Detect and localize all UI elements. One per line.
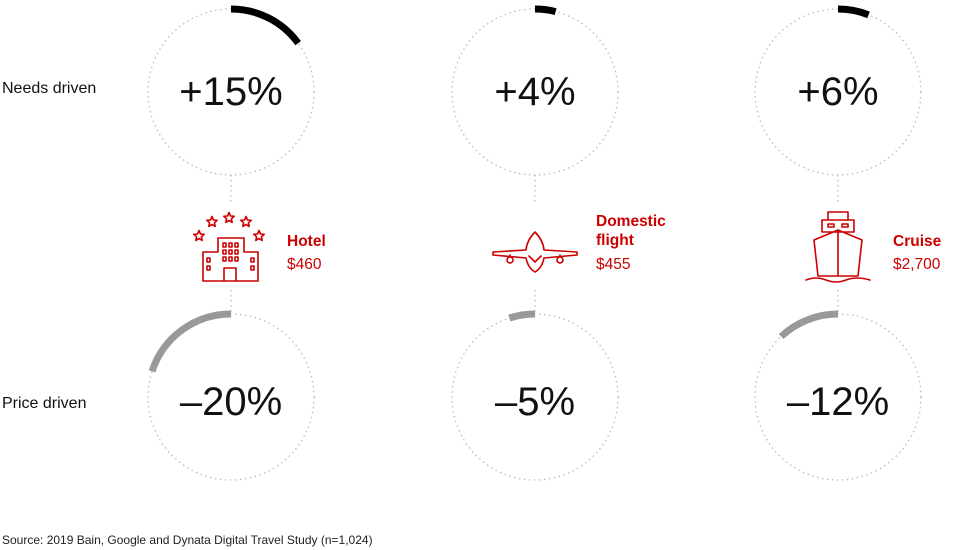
- price-arc-hotel: [148, 310, 232, 373]
- source-note: Source: 2019 Bain, Google and Dynata Dig…: [2, 533, 373, 547]
- category-name-cruise: Cruise: [893, 233, 942, 250]
- row-label-needs: Needs driven: [2, 80, 97, 97]
- needs-value-cruise: +6%: [797, 70, 879, 114]
- category-name-flight: Domestic flight: [596, 212, 666, 250]
- category-price-cruise: $2,700: [893, 256, 941, 273]
- category-price-flight: $455: [596, 256, 631, 273]
- category-name-flight-line2: flight: [596, 232, 634, 249]
- price-value-cruise: –12%: [786, 380, 890, 424]
- category-name-flight-line1: Domestic: [596, 213, 666, 230]
- row-label-price: Price driven: [2, 395, 87, 412]
- cruise-ship-icon: [805, 211, 871, 283]
- needs-value-flight: +4%: [494, 70, 576, 114]
- needs-arc-cruise: [837, 5, 870, 19]
- category-name-hotel: Hotel: [287, 233, 326, 250]
- airplane-icon: [492, 231, 578, 273]
- needs-arc-flight: [534, 5, 557, 16]
- price-value-flight: –5%: [494, 380, 576, 424]
- price-arc-cruise: [778, 310, 839, 340]
- needs-arc-hotel: [230, 5, 301, 46]
- needs-value-hotel: +15%: [179, 70, 283, 114]
- hotel-icon: [193, 211, 265, 282]
- price-value-hotel: –20%: [179, 380, 283, 424]
- price-arc-flight: [508, 310, 536, 322]
- category-price-hotel: $460: [287, 256, 322, 273]
